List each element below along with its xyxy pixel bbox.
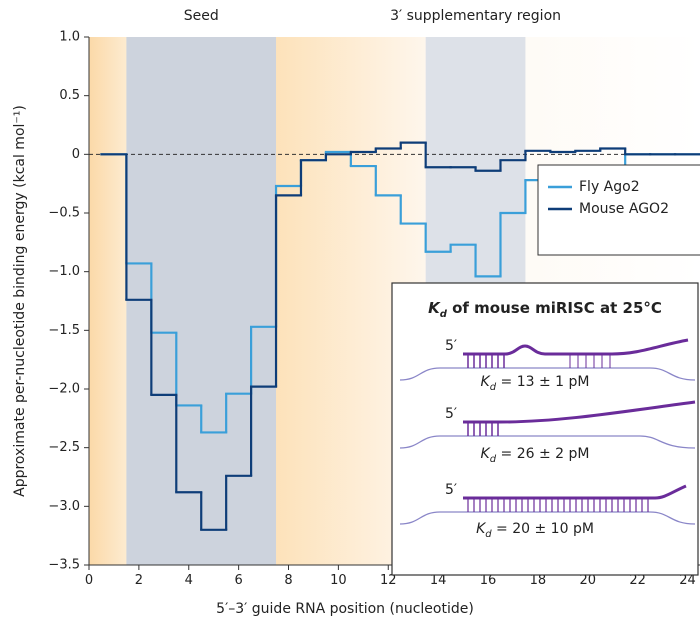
guide-strand <box>463 338 689 356</box>
y-tick-label: −1.5 <box>48 323 80 338</box>
guide-strand <box>463 400 696 424</box>
kd-value: = 26 ± 2 pM <box>496 446 589 462</box>
kd-value: = 20 ± 10 pM <box>492 521 594 537</box>
guide-strand <box>463 484 687 500</box>
region-label: 3′ supplementary region <box>390 8 561 24</box>
x-tick-label: 2 <box>135 573 143 588</box>
y-axis-label: Approximate per-nucleotide binding energ… <box>12 105 28 497</box>
kd-symbol: K <box>481 446 492 462</box>
legend: Fly Ago2 Mouse AGO2 <box>537 164 700 256</box>
kd-subscript: d <box>490 382 497 393</box>
x-tick-label: 24 <box>679 573 696 588</box>
base-pairs <box>467 422 499 436</box>
x-tick-label: 0 <box>85 573 93 588</box>
x-tick-label: 14 <box>430 573 447 588</box>
y-tick-label: 1.0 <box>59 30 80 45</box>
kd-symbol: K <box>476 521 487 537</box>
x-tick-label: 20 <box>580 573 597 588</box>
inset-title: Kd of mouse miRISC at 25°C <box>428 299 662 320</box>
region-shading <box>126 37 277 565</box>
legend-label: Mouse AGO2 <box>579 201 669 217</box>
y-tick-label: −1.0 <box>48 264 80 279</box>
y-tick-label: −2.0 <box>48 382 80 397</box>
kd-label: Kd = 13 ± 1 pM <box>481 374 590 393</box>
target-strand <box>399 367 696 381</box>
x-tick-label: 10 <box>330 573 347 588</box>
x-tick-label: 6 <box>234 573 242 588</box>
plot-area: 1.00.50−0.5−1.0−1.5−2.0−2.5−3.0−3.50 2 4 6 8… <box>48 30 700 588</box>
y-tick-label: −0.5 <box>48 206 80 221</box>
background-band <box>89 37 127 565</box>
y-tick-label: −3.5 <box>48 558 80 573</box>
kd-subscript: d <box>490 454 497 465</box>
kd-label: Kd = 20 ± 10 pM <box>476 521 594 540</box>
y-tick-label: 0 <box>72 147 80 162</box>
x-axis-label: 5′–3′ guide RNA position (nucleotide) <box>216 601 474 617</box>
x-tick-label: 22 <box>629 573 646 588</box>
x-tick-label: 18 <box>530 573 547 588</box>
kd-value: = 13 ± 1 pM <box>496 374 589 390</box>
x-tick-label: 12 <box>380 573 397 588</box>
series-line <box>100 141 700 531</box>
region-label: Seed <box>184 8 219 24</box>
y-tick-label: 0.5 <box>59 88 80 103</box>
y-tick-label: −3.0 <box>48 499 80 514</box>
five-prime-label: 5′ <box>445 482 457 498</box>
kd-label: Kd = 26 ± 2 pM <box>481 446 590 465</box>
kd-symbol: K <box>481 374 492 390</box>
kd-subscript: d <box>440 309 448 320</box>
inset-title-text: of mouse miRISC at 25°C <box>447 299 662 317</box>
five-prime-label: 5′ <box>445 406 457 422</box>
legend-label: Fly Ago2 <box>579 179 640 195</box>
five-prime-label: 5′ <box>445 338 457 354</box>
base-pairs <box>467 498 649 512</box>
target-strand <box>399 511 696 525</box>
x-tick-label: 16 <box>480 573 497 588</box>
x-tick-label: 8 <box>284 573 292 588</box>
inset: Kd of mouse miRISC at 25°C 5′ Kd = 13 ± … <box>391 282 699 576</box>
x-tick-label: 4 <box>185 573 193 588</box>
kd-symbol: K <box>428 299 441 317</box>
target-strand <box>399 435 696 449</box>
kd-subscript: d <box>485 529 492 540</box>
inset-box <box>391 282 699 576</box>
y-tick-label: −2.5 <box>48 440 80 455</box>
base-pairs <box>467 354 611 368</box>
